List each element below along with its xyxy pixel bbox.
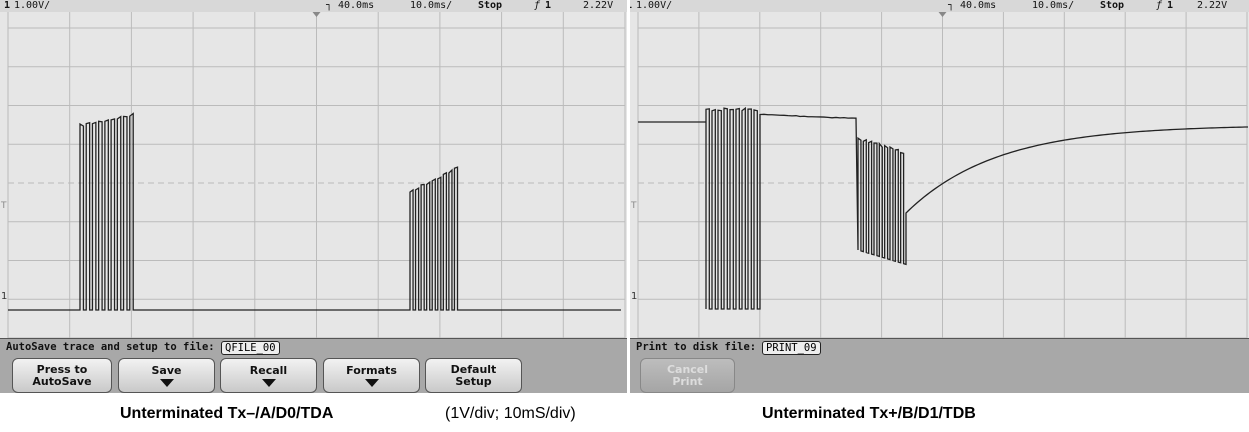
file-name: QFILE_00 bbox=[221, 341, 280, 355]
status-scale: 1.00V/ bbox=[636, 0, 672, 12]
status-timebase: 10.0ms/ bbox=[1032, 0, 1074, 12]
status-bar: 1 1.00V/40.0ms 10.0ms/Stop 1 2.22V ┐ ƒ bbox=[0, 0, 627, 12]
status-run-state: Stop bbox=[478, 0, 502, 12]
softkey-button[interactable]: Press to AutoSave bbox=[12, 358, 112, 393]
softkey-button[interactable]: Recall bbox=[220, 358, 317, 393]
status-trigger-source: 1 bbox=[545, 0, 551, 12]
trigger-arrow bbox=[313, 12, 321, 17]
trigger-marker: T bbox=[630, 201, 637, 211]
softkey-bar: Print to disk file: PRINT_09 Cancel Print bbox=[630, 338, 1249, 393]
caption: (1V/div; 10mS/div) bbox=[445, 405, 576, 423]
trigger-marker: T bbox=[0, 201, 7, 211]
softkey-bar: AutoSave trace and setup to file: QFILE_0… bbox=[0, 338, 627, 393]
trigger-icon: ┐ bbox=[326, 0, 332, 12]
slope-icon: ƒ bbox=[534, 0, 540, 12]
ground-marker: 1 bbox=[1, 291, 7, 302]
softkey-button[interactable]: Formats bbox=[323, 358, 420, 393]
status-delay: 40.0ms bbox=[338, 0, 374, 12]
trigger-icon: ┐ bbox=[948, 0, 954, 12]
status-run-state: Stop bbox=[1100, 0, 1124, 12]
softkey-button[interactable]: Default Setup bbox=[425, 358, 522, 393]
status-channel: 1 bbox=[4, 0, 10, 12]
status-trigger-level: 2.22V bbox=[583, 0, 613, 12]
trigger-arrow bbox=[939, 12, 947, 17]
page: 11.00V/40.0ms10.0ms/Stop12.22V┐ƒT1AutoSa… bbox=[0, 0, 1249, 432]
softkey-button[interactable]: Save bbox=[118, 358, 215, 393]
graticule: T1 bbox=[0, 12, 627, 338]
status-trigger-level: 2.22V bbox=[1197, 0, 1227, 12]
status-trigger-source: 1 bbox=[1167, 0, 1173, 12]
right-scope: 11.00V/40.0ms10.0ms/Stop12.22V┐ƒT1Print … bbox=[630, 0, 1249, 393]
slope-icon: ƒ bbox=[1156, 0, 1162, 12]
softkey-button: Cancel Print bbox=[640, 358, 735, 393]
status-channel: 1 bbox=[630, 0, 632, 12]
status-scale: 1.00V/ bbox=[14, 0, 50, 12]
status-bar: 1 1.00V/40.0ms 10.0ms/Stop 1 2.22V ┐ ƒ bbox=[630, 0, 1249, 12]
waveform bbox=[8, 114, 621, 310]
status-delay: 40.0ms bbox=[960, 0, 996, 12]
graticule: T1 bbox=[630, 12, 1249, 338]
ground-marker: 1 bbox=[631, 291, 637, 302]
status-timebase: 10.0ms/ bbox=[410, 0, 452, 12]
softkey-title: AutoSave trace and setup to file: bbox=[6, 341, 215, 353]
caption: Unterminated Tx+/B/D1/TDB bbox=[762, 405, 976, 423]
softkey-title: Print to disk file: bbox=[636, 341, 756, 353]
caption: Unterminated Tx–/A/D0/TDA bbox=[120, 405, 333, 423]
file-name: PRINT_09 bbox=[762, 341, 821, 355]
